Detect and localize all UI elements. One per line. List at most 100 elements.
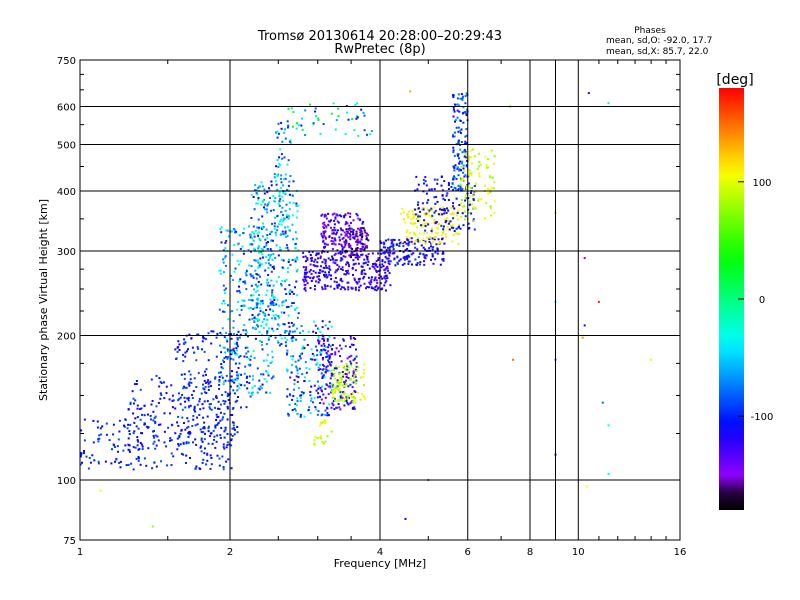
data-point: [468, 155, 470, 158]
data-point: [221, 393, 224, 396]
data-point: [414, 258, 417, 261]
data-point: [439, 214, 442, 217]
data-point: [268, 284, 271, 287]
data-point: [286, 244, 288, 247]
data-point: [347, 244, 350, 247]
data-point: [193, 351, 196, 354]
data-point: [242, 280, 245, 283]
data-point: [215, 336, 218, 339]
data-point: [407, 244, 410, 246]
data-point: [271, 309, 274, 312]
data-point: [367, 276, 370, 279]
data-point: [367, 234, 370, 237]
data-point: [291, 194, 294, 197]
data-point: [376, 265, 379, 268]
data-point: [319, 395, 321, 398]
data-point: [315, 358, 318, 361]
data-point: [384, 277, 387, 280]
data-point: [418, 219, 421, 221]
data-point: [442, 259, 445, 262]
data-point: [177, 415, 180, 418]
data-point: [331, 248, 334, 251]
data-point: [457, 167, 460, 170]
data-point: [207, 379, 210, 381]
data-point: [350, 364, 353, 367]
data-point: [440, 241, 443, 244]
data-point: [166, 464, 168, 467]
data-point: [250, 392, 253, 395]
data-point: [139, 442, 142, 444]
data-point: [363, 258, 366, 261]
data-point: [363, 272, 366, 275]
data-point: [246, 375, 248, 378]
data-point: [321, 320, 324, 323]
data-point: [406, 229, 409, 232]
data-point: [270, 301, 272, 304]
data-point: [458, 187, 461, 190]
data-point: [419, 261, 422, 264]
data-point: [387, 269, 390, 272]
data-point: [256, 391, 259, 394]
data-point: [430, 231, 433, 234]
data-point: [303, 415, 306, 418]
data-point: [297, 387, 300, 389]
data-point: [198, 398, 201, 400]
data-point: [343, 273, 346, 276]
data-point: [411, 263, 413, 266]
data-point: [223, 447, 226, 450]
data-point: [376, 282, 379, 284]
data-point: [488, 175, 491, 178]
data-point: [484, 184, 487, 187]
data-point: [459, 119, 462, 122]
data-point: [256, 202, 259, 205]
data-point: [234, 231, 237, 234]
data-point: [313, 358, 316, 361]
data-point: [223, 412, 226, 415]
data-point: [224, 255, 227, 258]
data-point: [163, 381, 165, 384]
data-point: [270, 209, 272, 212]
data-point: [332, 393, 334, 395]
data-point: [457, 154, 459, 157]
data-point: [423, 232, 426, 235]
data-point: [299, 415, 302, 418]
data-point: [275, 244, 278, 247]
data-point: [440, 184, 443, 187]
data-point: [274, 318, 277, 321]
data-point: [281, 157, 284, 160]
data-point: [212, 330, 215, 333]
data-point: [352, 233, 354, 236]
data-point: [331, 213, 334, 216]
data-point: [222, 284, 225, 287]
data-point: [433, 188, 436, 191]
data-point: [351, 392, 354, 395]
data-point: [136, 407, 139, 410]
data-point: [336, 385, 339, 388]
data-point: [264, 203, 267, 206]
data-point: [325, 243, 328, 246]
data-point: [278, 249, 281, 252]
data-point: [329, 268, 332, 271]
data-point: [255, 277, 258, 280]
data-point: [373, 262, 376, 265]
data-point: [159, 380, 162, 383]
data-point: [601, 401, 604, 404]
data-point: [461, 98, 464, 101]
grid-lines: [80, 60, 680, 540]
data-point: [287, 321, 290, 324]
data-point: [321, 390, 323, 393]
data-point: [325, 384, 328, 386]
data-point: [292, 202, 295, 204]
data-point: [390, 245, 393, 248]
data-point: [447, 209, 450, 212]
data-point: [266, 318, 269, 321]
data-point: [356, 238, 359, 241]
data-point: [333, 226, 336, 229]
data-point: [277, 132, 280, 135]
data-point: [452, 176, 455, 179]
data-point: [284, 341, 287, 344]
data-point: [207, 430, 210, 433]
data-point: [330, 372, 333, 375]
data-point: [153, 417, 156, 419]
data-point: [233, 381, 236, 384]
